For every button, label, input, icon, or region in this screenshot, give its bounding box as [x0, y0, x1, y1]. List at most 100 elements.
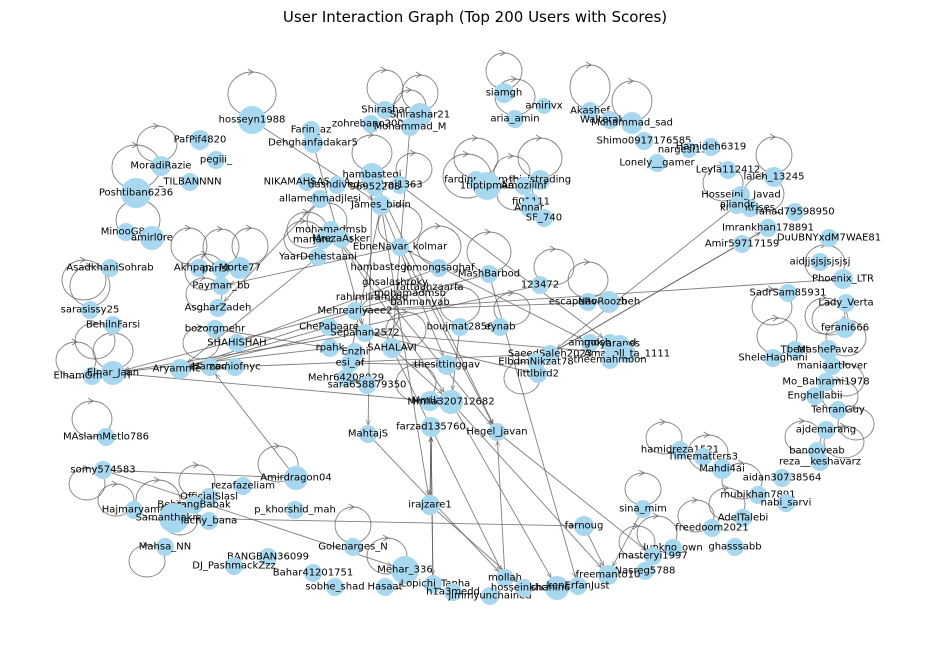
node-circle-kenErfanJust — [569, 577, 587, 595]
node-label-fahad79598950: fahad79598950 — [755, 207, 834, 218]
center-cluster-label: hambastegi — [350, 262, 409, 273]
self-loop-arrow-parisNo — [216, 225, 223, 233]
node-num952208: 96952208 — [350, 178, 400, 196]
node-circle-amirivx — [536, 98, 552, 114]
node-label-farzad135760: farzad135760 — [396, 422, 466, 433]
node-circle-MahtajS — [359, 425, 377, 443]
node-circle-aria_amin — [506, 110, 524, 128]
node-circle-jimmyunchained — [481, 587, 499, 605]
node-circle-Hajmaryam — [125, 501, 143, 519]
node-freedoom2021: freedoom2021 — [675, 519, 749, 537]
node-circle-Sepahan2572 — [356, 324, 374, 342]
node-ChePahaare: ChePahaare — [299, 318, 359, 336]
node-label-nabi_sarvi: nabi_sarvi — [761, 498, 812, 509]
node-circle-n320707 — [439, 390, 463, 414]
node-circle-ChePahaare — [320, 318, 338, 336]
self-loop-arrow-sina_mim — [638, 469, 645, 477]
node-label-feranl666: ferani666 — [821, 323, 869, 334]
node-label-Leyla112412: Leyla112412 — [696, 165, 761, 176]
edge-SaeedSaleh2023-Aryammeh — [190, 353, 542, 368]
node-jimmyunchained: jimmyunchained — [447, 587, 532, 605]
node-circle-Hamideh6319 — [702, 138, 720, 156]
edge-bozorgmehr-Tehran_Rajani — [223, 330, 321, 346]
node-maniaartlover: maniaartlover — [797, 357, 868, 375]
edge-thesittinggav-qh_af — [359, 363, 438, 365]
node-Hamed: Hamed — [192, 358, 228, 376]
self-loop-MAslamMetlo786 — [71, 400, 113, 438]
node-Amanoll: Amanoll_ta_1111 — [584, 345, 670, 363]
node-circle-Mehr64208029 — [337, 369, 355, 387]
node-circle-BehilnFarsi — [104, 316, 122, 334]
self-loop-arrow-Amirdragon04 — [273, 442, 280, 450]
node-circle-TILBANNNN — [181, 173, 199, 191]
node-label-aidan30738564: aidan30738564 — [743, 473, 822, 484]
node-MAslamMetlo786: MAslamMetlo786 — [63, 428, 149, 446]
node-circle-Timematters3 — [694, 448, 712, 466]
node-label-mohamadmsb: mohamadmsb — [295, 225, 367, 236]
self-loop-SadrSam85931 — [751, 288, 793, 326]
node-circle-Lonely__gamer — [648, 154, 666, 172]
edge-Amirdragon04-Hamed — [216, 374, 290, 469]
node-circle-zamiofnyc — [226, 358, 244, 376]
node-label-aliandrise: aliandr — [720, 200, 755, 211]
node-Mehreariyaee2: Mehreariyaee2 — [318, 302, 393, 320]
node-label-DuUBNYxdM7WAE81: DuUBNYxdM7WAE81 — [777, 233, 881, 244]
self-loop-Brai1363 — [395, 152, 433, 186]
node-SheleHaghani: SheleHaghani — [738, 349, 808, 367]
node-shahin660: shahin660 — [531, 576, 583, 600]
self-loop-arrow-lunkno_own — [652, 512, 659, 520]
node-MrezaAsker: MrezaAsker — [312, 230, 371, 248]
node-theemahmooooo: theemahmoon — [573, 351, 647, 369]
self-loop-arrow-aria_amin — [510, 75, 517, 83]
node-Mashe: MashePavaz — [797, 340, 859, 360]
node-label-Mehreariyaee2: Mehreariyaee2 — [318, 306, 393, 317]
node-circle-SadrSam85931 — [779, 284, 797, 302]
node-Mehar_336: Mehar_336 — [377, 556, 433, 584]
node-AdelTalebi: AdelTalebi — [718, 509, 768, 527]
node-123472: 123472 — [521, 276, 559, 294]
node-circle-MAslamMetlo786 — [97, 428, 115, 446]
node-Samanthakram: Samanthakram — [136, 503, 212, 533]
self-loop-arrow-hambastegi — [367, 131, 374, 139]
node-circle-James_bidin — [371, 195, 391, 215]
node-circle-littlbird2 — [529, 365, 547, 383]
node-circle-Hamed — [201, 358, 219, 376]
node-Walterakam: Walterakam — [580, 111, 640, 129]
node-circle-lunkno_own — [664, 539, 682, 557]
node-circle-AdelTalebi — [734, 509, 752, 527]
node-circle-masteryi1997 — [644, 547, 662, 565]
node-Amir59717159: Amir59717159 — [705, 235, 779, 253]
node-label-dashdiveda: dashdiveda — [308, 180, 366, 191]
node-label-Golenarges_N: Golenarges_N — [318, 542, 387, 553]
node-n320707: Mmila320712682 — [407, 390, 495, 414]
node-circle-Lady_Verta — [837, 294, 855, 312]
node-label-Mohamad_M: Mohammad_M — [374, 122, 447, 133]
node-eynab: eynab — [485, 318, 515, 336]
node-p_khorshid_mah: p_khorshid_mah — [254, 501, 336, 519]
self-loop-arrow-eynab — [507, 289, 514, 297]
edge-aliandrise-SaeedSaleh2023 — [557, 210, 731, 349]
node-James_bidin: James_bidin — [350, 195, 411, 215]
node-label-amirl0re: amirl0re — [131, 233, 173, 244]
self-loop-arrow-feranl666 — [820, 294, 827, 302]
node-freemanto10: freemanto10 — [576, 565, 640, 585]
node-label-nargesi: nargesi1346 — [658, 145, 720, 156]
node-label-Hamideh6319: Hamideh6319 — [676, 142, 746, 153]
node-label-siamgh: siamgh — [486, 88, 523, 99]
node-label-SF_740: SF_740 — [526, 213, 562, 224]
node-label-Lonely__gamer: Lonely__gamer — [619, 158, 695, 169]
self-loop-arrow-sarasissy25 — [85, 262, 92, 270]
self-loop-arrow-escapeRoozbeh — [583, 258, 590, 266]
node-label-zohrebano2000: zohrebano2000 — [332, 119, 410, 130]
self-loop-eynab — [493, 292, 531, 326]
node-circle-Payman — [212, 277, 230, 295]
node-Sepahan2572: Sepahan2572 — [330, 324, 400, 342]
node-circle-Mohamad_M — [401, 118, 419, 136]
node-label-Akhpanha: Akhpanha — [174, 263, 224, 274]
node-MahtajS: MahtajS — [348, 425, 388, 443]
node-label-Tbeat: Tbeat — [780, 345, 810, 356]
node-label-MashBarbod: MashBarbod — [458, 269, 520, 280]
node-PafPif4820: PafPif4820 — [174, 130, 226, 150]
node-BANGBAN36099: BANGBAN36099 — [227, 548, 309, 566]
node-circle-Tehran_Rajani — [321, 339, 339, 357]
